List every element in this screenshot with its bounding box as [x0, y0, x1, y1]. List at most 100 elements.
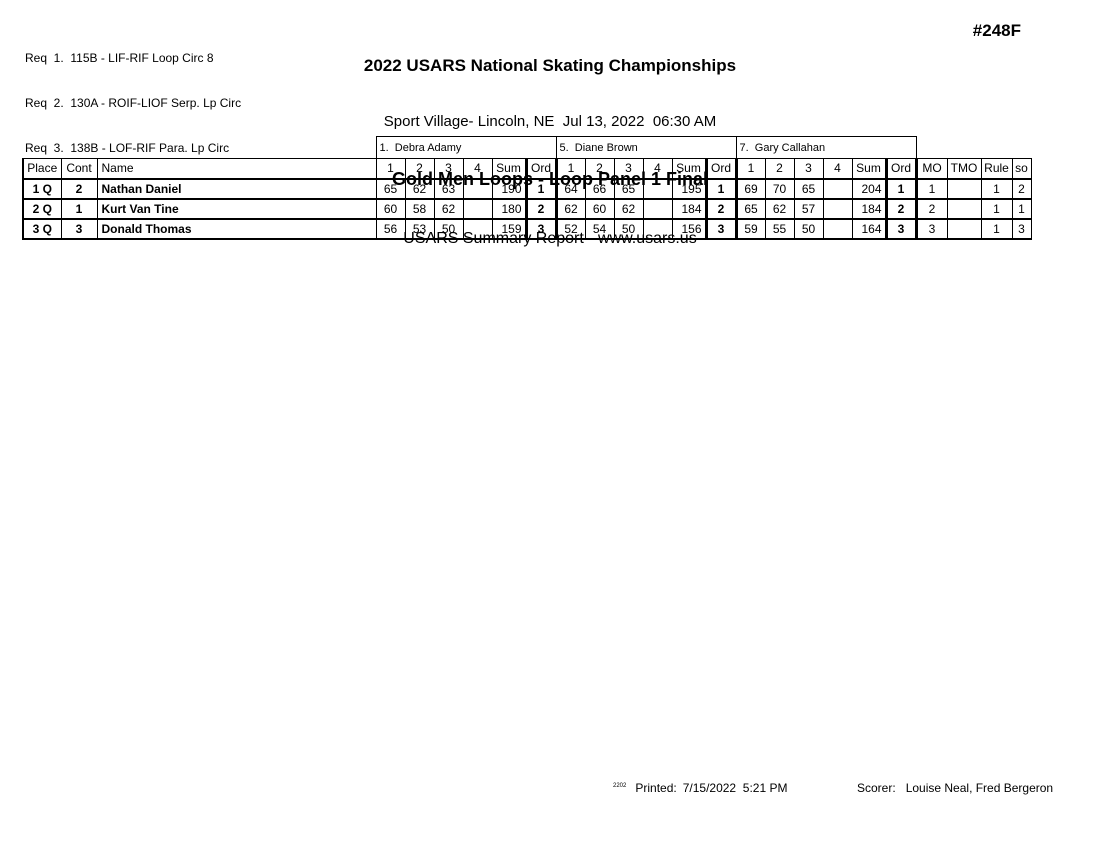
score-cell: 58 — [404, 198, 435, 220]
score-cell — [822, 178, 853, 200]
col-header-so: so — [1011, 158, 1032, 180]
sum-cell: 204 — [851, 178, 887, 200]
col-header-j2-2: 2 — [584, 158, 615, 180]
col-header-cont: Cont — [60, 158, 98, 180]
score-cell: 56 — [375, 218, 406, 240]
col-header-name: Name — [96, 158, 377, 180]
tmo-cell — [946, 178, 982, 200]
score-cell: 54 — [584, 218, 615, 240]
so-cell: 1 — [1011, 198, 1032, 220]
col-header-j2-4: 4 — [642, 158, 673, 180]
col-header-j3-3: 3 — [793, 158, 824, 180]
score-cell — [822, 198, 853, 220]
printed-timestamp: 7/15/2022 5:21 PM — [682, 781, 788, 795]
score-cell: 53 — [404, 218, 435, 240]
requirement-line-2: Req 2. 130A - ROIF-LIOF Serp. Lp Circ — [25, 96, 242, 110]
score-cell: 50 — [613, 218, 644, 240]
score-cell: 63 — [433, 178, 464, 200]
score-cell: 50 — [793, 218, 824, 240]
event-number: #248F — [972, 21, 1021, 40]
printed-footer: 2202 Printed: 7/15/2022 5:21 PM — [613, 781, 787, 795]
score-cell: 52 — [555, 218, 586, 240]
printed-label: Printed: — [635, 781, 677, 795]
sum-cell: 180 — [491, 198, 527, 220]
judge-header-3: 7. Gary Callahan — [735, 136, 917, 159]
cont-cell: 3 — [60, 218, 98, 240]
score-cell: 70 — [764, 178, 795, 200]
score-cell — [462, 178, 493, 200]
col-header-j1-1: 1 — [375, 158, 406, 180]
score-cell — [822, 218, 853, 240]
col-header-mo: MO — [915, 158, 948, 180]
score-cell: 57 — [793, 198, 824, 220]
scorer-label: Scorer: — [857, 781, 896, 795]
requirement-line-1: Req 1. 115B - LIF-RIF Loop Circ 8 — [25, 51, 214, 65]
score-cell: 62 — [433, 198, 464, 220]
tmo-cell — [946, 218, 982, 240]
judge-row-left-spacer — [23, 137, 376, 159]
col-header-j3-1: 1 — [735, 158, 766, 180]
score-cell — [642, 198, 673, 220]
score-cell: 62 — [555, 198, 586, 220]
rule-cell: 1 — [980, 178, 1013, 200]
col-header-tmo: TMO — [946, 158, 982, 180]
score-cell: 60 — [375, 198, 406, 220]
ord-cell: 3 — [884, 218, 918, 240]
score-cell: 62 — [613, 198, 644, 220]
results-table: 1. Debra Adamy 5. Diane Brown 7. Gary Ca… — [22, 136, 1032, 240]
result-row-3: 3 Q 3 Donald Thomas 56 53 50 159 3 52 54… — [22, 218, 1032, 240]
score-cell — [462, 198, 493, 220]
col-header-j2-sum: Sum — [671, 158, 707, 180]
score-cell — [642, 218, 673, 240]
score-cell: 62 — [404, 178, 435, 200]
score-cell: 62 — [764, 198, 795, 220]
col-header-j1-4: 4 — [462, 158, 493, 180]
col-header-j3-ord: Ord — [884, 158, 918, 180]
sum-cell: 159 — [491, 218, 527, 240]
requirements-list: Req 1. 115B - LIF-RIF Loop Circ 8 Req 2.… — [25, 21, 241, 186]
col-header-j3-4: 4 — [822, 158, 853, 180]
sum-cell: 184 — [671, 198, 707, 220]
mo-cell: 2 — [915, 198, 948, 220]
score-cell: 66 — [584, 178, 615, 200]
score-cell: 55 — [764, 218, 795, 240]
col-header-j2-1: 1 — [555, 158, 586, 180]
report-version-mark: 2202 — [613, 783, 627, 789]
championship-title: 2022 USARS National Skating Championship… — [363, 56, 737, 75]
sum-cell: 190 — [491, 178, 527, 200]
rule-cell: 1 — [980, 218, 1013, 240]
score-cell: 65 — [613, 178, 644, 200]
requirement-line-3: Req 3. 138B - LOF-RIF Para. Lp Circ — [25, 141, 230, 155]
rule-cell: 1 — [980, 198, 1013, 220]
judge-header-2: 5. Diane Brown — [555, 136, 737, 159]
col-header-j1-2: 2 — [404, 158, 435, 180]
col-header-j2-ord: Ord — [704, 158, 738, 180]
tmo-cell — [946, 198, 982, 220]
col-header-j1-3: 3 — [433, 158, 464, 180]
score-cell: 59 — [735, 218, 766, 240]
sum-cell: 184 — [851, 198, 887, 220]
col-header-j3-2: 2 — [764, 158, 795, 180]
sum-cell: 164 — [851, 218, 887, 240]
column-header-row: Place Cont Name 1 2 3 4 Sum Ord 1 2 3 4 … — [22, 158, 1032, 180]
sum-cell: 195 — [671, 178, 707, 200]
ord-cell: 3 — [704, 218, 738, 240]
mo-cell: 1 — [915, 178, 948, 200]
sum-cell: 156 — [671, 218, 707, 240]
so-cell: 2 — [1011, 178, 1032, 200]
ord-cell: 2 — [704, 198, 738, 220]
score-cell: 65 — [735, 198, 766, 220]
cont-cell: 1 — [60, 198, 98, 220]
place-cell: 2 Q — [22, 198, 62, 220]
score-cell: 65 — [793, 178, 824, 200]
col-header-rule: Rule — [980, 158, 1013, 180]
scorer-names: Louise Neal, Fred Bergeron — [905, 781, 1054, 795]
score-cell: 69 — [735, 178, 766, 200]
scorer-footer: Scorer: Louise Neal, Fred Bergeron — [857, 781, 1053, 795]
so-cell: 3 — [1011, 218, 1032, 240]
score-cell — [642, 178, 673, 200]
score-cell: 65 — [375, 178, 406, 200]
place-cell: 1 Q — [22, 178, 62, 200]
score-cell — [462, 218, 493, 240]
